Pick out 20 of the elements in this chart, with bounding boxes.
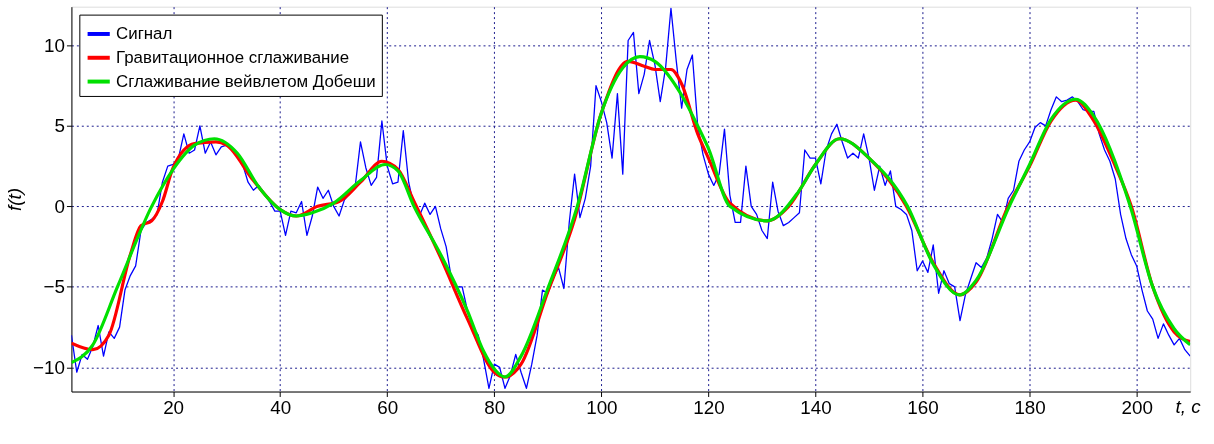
x-tick-label: 40: [270, 396, 292, 418]
y-tick-label: −5: [43, 276, 65, 298]
x-axis-title: t, c: [1175, 395, 1202, 417]
x-tick-label: 60: [377, 396, 399, 418]
legend-label: Сигнал: [116, 23, 173, 43]
x-tick-label: 100: [586, 396, 618, 418]
y-tick-label: −10: [33, 356, 65, 378]
x-tick-label: 180: [1014, 396, 1046, 418]
legend-label: Гравитационное сглаживание: [116, 47, 350, 67]
x-tick-label: 160: [907, 396, 939, 418]
x-tick-label: 120: [693, 396, 725, 418]
y-tick-label: 10: [44, 34, 65, 56]
x-tick-label: 80: [484, 396, 506, 418]
x-tick-label: 200: [1121, 396, 1153, 418]
y-tick-label: 0: [54, 195, 65, 217]
y-tick-label: 5: [54, 115, 65, 137]
legend-label: Сглаживание вейвлетом Добеши: [116, 71, 376, 91]
y-axis-title: f(t): [4, 188, 26, 212]
x-tick-label: 140: [800, 396, 832, 418]
x-tick-label: 20: [163, 396, 185, 418]
